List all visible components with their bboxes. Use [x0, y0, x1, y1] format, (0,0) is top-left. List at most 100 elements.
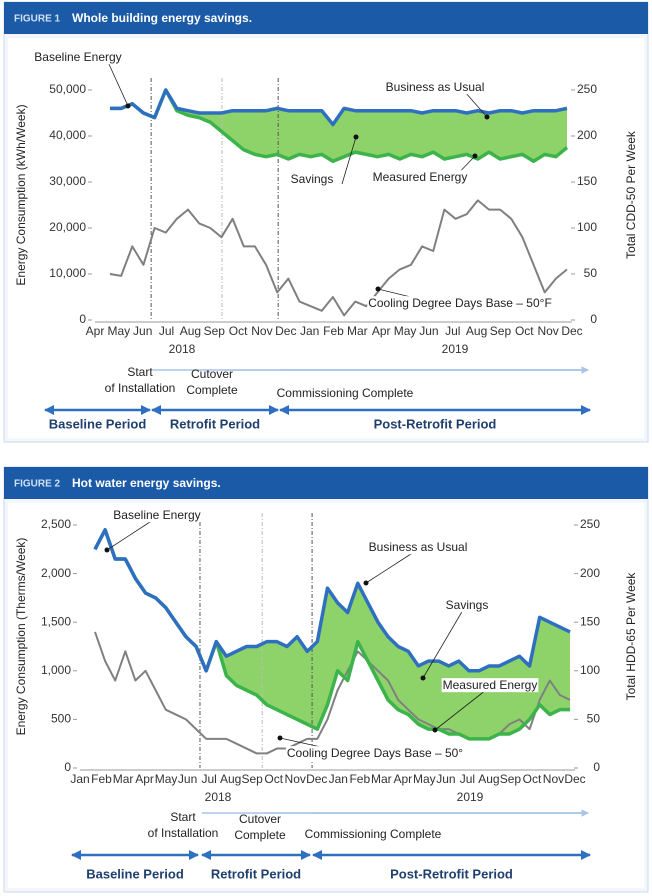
y-axis-label: Energy Consumption (Therms/Week): [14, 538, 28, 736]
milestone-label: Start: [170, 810, 196, 824]
x-tick-label: May: [413, 772, 436, 786]
annotation-bg: [112, 508, 202, 523]
annotation-leader: [365, 551, 415, 584]
y2-tick-label: 150: [580, 614, 600, 628]
y2-axis-label: Total HDD-65 Per Week: [624, 572, 638, 701]
x-tick-label: May: [108, 324, 131, 338]
x-tick-label: Feb: [91, 772, 112, 786]
x-tick-label: Jan: [70, 772, 89, 786]
savings-area: [110, 90, 567, 162]
figure-title: Hot water energy savings.: [72, 476, 221, 490]
y-tick-label: 500: [51, 712, 71, 726]
x-tick-label: Jun: [133, 324, 152, 338]
x-tick-label: Nov: [251, 324, 272, 338]
milestone-label: Commissioning Complete: [277, 386, 414, 400]
y-tick-label: 10,000: [49, 266, 86, 280]
figure-label: FIGURE 2: [14, 479, 61, 490]
x-tick-label: Aug: [466, 324, 487, 338]
period-label: Post-Retrofit Period: [390, 866, 513, 881]
milestone-label: Start: [127, 365, 153, 379]
annotation: Cooling Degree Days Base – 50°: [287, 746, 463, 760]
y-tick-label: 40,000: [49, 128, 86, 142]
x-tick-label: Jul: [460, 772, 475, 786]
figure-label: FIGURE 1: [14, 14, 61, 25]
x-tick-label: Dec: [306, 772, 327, 786]
y-tick-label: 50,000: [49, 82, 86, 96]
period-label: Retrofit Period: [170, 416, 260, 431]
x-tick-label: Jun: [178, 772, 197, 786]
x-tick-label: May: [155, 772, 178, 786]
annotation-dot: [375, 286, 381, 292]
milestone-label: Cutover: [191, 367, 233, 381]
series-line: [110, 88, 568, 127]
annotation-bg: [285, 746, 465, 761]
annotation-leader: [106, 519, 154, 551]
x-tick-label: Mar: [347, 324, 368, 338]
x-tick-label: Sep: [241, 772, 263, 786]
annotation-bg: [367, 296, 553, 311]
x-tick-label: Jan: [329, 772, 348, 786]
annotation-bg: [33, 50, 123, 65]
y2-axis-label: Total CDD-50 Per Week: [624, 130, 638, 259]
x-tick-label: Jun: [436, 772, 455, 786]
plot-bg: [8, 38, 644, 438]
x-tick-label: Jun: [419, 324, 438, 338]
header-bar: [4, 2, 648, 34]
annotation-dot: [353, 134, 359, 140]
x-tick-label: Jan: [300, 324, 319, 338]
y2-tick-label: 0: [590, 312, 597, 326]
annotation-bg: [441, 678, 539, 693]
annotation-dot: [472, 153, 478, 159]
y-axis-label: Energy Consumption (kWh/Week): [14, 104, 28, 285]
x-tick-label: Dec: [275, 324, 296, 338]
x-tick-label: Feb: [323, 324, 344, 338]
annotation-bg: [289, 172, 335, 187]
series-line: [110, 88, 569, 164]
period-label: Post-Retrofit Period: [374, 416, 497, 431]
x-tick-label: Aug: [180, 324, 201, 338]
annotation: Measured Energy: [443, 678, 538, 692]
annotation-dot: [104, 547, 110, 553]
x-tick-label: Sep: [490, 324, 512, 338]
x-tick-label: Feb: [349, 772, 370, 786]
annotation-bg: [444, 598, 490, 613]
x-tick-label: Dec: [561, 324, 582, 338]
y2-tick-label: 0: [593, 760, 600, 774]
y2-tick-label: 100: [577, 220, 597, 234]
annotation: Baseline Energy: [113, 508, 200, 522]
milestone-label: Complete: [234, 828, 286, 842]
x-tick-label: Nov: [285, 772, 306, 786]
y-tick-label: 30,000: [49, 174, 86, 188]
annotation: Savings: [446, 598, 489, 612]
year-label: 2019: [457, 790, 484, 804]
annotation: Business as Usual: [369, 540, 468, 554]
x-tick-label: Nov: [537, 324, 558, 338]
x-tick-label: Apr: [393, 772, 412, 786]
y-tick-label: 2,000: [41, 566, 71, 580]
milestone-label: Commissioning Complete: [305, 827, 442, 841]
milestone-label: Complete: [186, 383, 238, 397]
y2-tick-label: 50: [587, 712, 601, 726]
x-tick-label: Oct: [523, 772, 542, 786]
y-tick-label: 1,500: [41, 614, 71, 628]
annotation-dot: [363, 580, 369, 586]
annotation: Baseline Energy: [34, 50, 121, 64]
year-label: 2018: [169, 342, 196, 356]
annotation-bg: [367, 540, 469, 555]
milestone-label: of Installation: [148, 826, 219, 840]
y2-tick-label: 200: [580, 566, 600, 580]
y2-tick-label: 100: [580, 663, 600, 677]
y2-tick-label: 150: [577, 174, 597, 188]
x-tick-label: Apr: [86, 324, 105, 338]
annotation-bg: [384, 80, 486, 95]
x-tick-label: Oct: [264, 772, 283, 786]
x-tick-label: Sep: [204, 324, 226, 338]
y-tick-label: 1,000: [41, 663, 71, 677]
x-tick-label: Aug: [478, 772, 499, 786]
series-line: [109, 199, 568, 317]
annotation: Measured Energy: [373, 170, 468, 184]
annotation-dot: [432, 727, 438, 733]
annotation: Cooling Degree Days Base – 50°F: [368, 296, 552, 310]
y-tick-label: 2,500: [41, 517, 71, 531]
